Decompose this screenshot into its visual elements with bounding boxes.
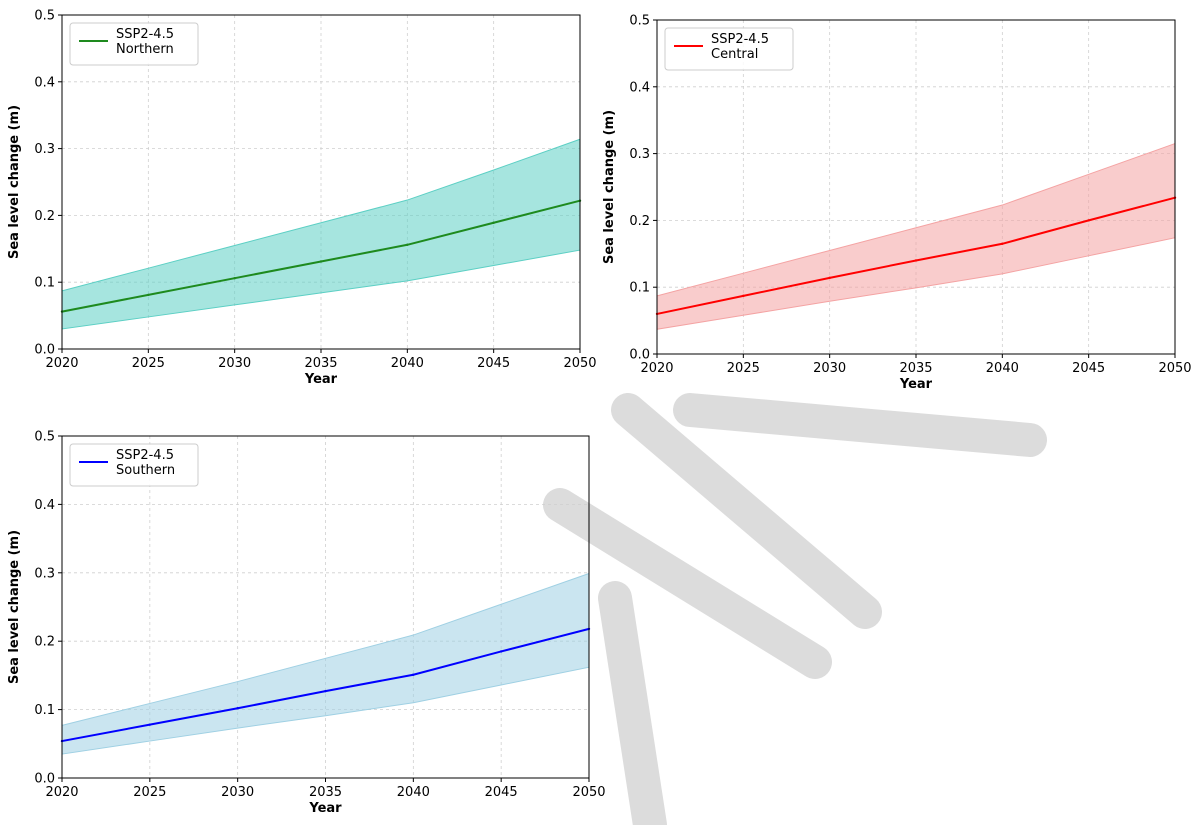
legend-box bbox=[69, 443, 199, 487]
legend-label: SSP2-4.5 bbox=[711, 32, 769, 47]
data-point bbox=[233, 276, 236, 280]
y-tick-label: 0.1 bbox=[629, 281, 650, 296]
x-tick-label: 2035 bbox=[304, 356, 337, 371]
x-tick-label: 2050 bbox=[572, 785, 605, 800]
x-tick-label: 2050 bbox=[1158, 361, 1191, 376]
legend-label: Northern bbox=[116, 42, 174, 57]
x-tick-label: 2040 bbox=[986, 361, 1019, 376]
y-tick-label: 0.1 bbox=[34, 276, 55, 291]
x-tick-label: 2040 bbox=[391, 356, 424, 371]
x-tick-label: 2035 bbox=[899, 361, 932, 376]
y-tick-label: 0.2 bbox=[34, 209, 55, 224]
y-tick-label: 0.5 bbox=[34, 430, 55, 445]
y-tick-label: 0.1 bbox=[34, 703, 55, 718]
legend-label: Southern bbox=[116, 463, 175, 478]
legend-label: SSP2-4.5 bbox=[116, 27, 174, 42]
data-point bbox=[324, 689, 327, 693]
y-tick-label: 0.0 bbox=[629, 348, 650, 363]
data-point bbox=[1087, 219, 1090, 222]
x-axis-label: Year bbox=[899, 377, 933, 392]
chart-panels: 2020 2025 2030 2035 2040 2045 2050 0.0 0.1 0.2 0.3… bbox=[7, 9, 1192, 817]
x-tick-label: 2045 bbox=[1072, 361, 1105, 376]
x-tick-label: 2025 bbox=[132, 356, 165, 371]
legend-label: SSP2-4.5 bbox=[116, 448, 174, 463]
y-tick-label: 0.3 bbox=[629, 147, 650, 162]
data-point bbox=[499, 650, 503, 653]
x-tick-label: 2020 bbox=[45, 785, 78, 800]
data-point bbox=[148, 723, 152, 726]
y-tick-label: 0.0 bbox=[34, 343, 55, 358]
x-tick-label: 2025 bbox=[727, 361, 760, 376]
chart-panel-3: 2020 2025 2030 2035 2040 2045 2050 0.0 0.1 0.2 0.3… bbox=[7, 430, 606, 817]
data-point bbox=[492, 221, 495, 224]
y-tick-label: 0.4 bbox=[34, 75, 55, 90]
watermark-stroke-1 bbox=[543, 488, 832, 679]
data-point bbox=[319, 260, 323, 263]
data-point bbox=[1001, 242, 1004, 245]
y-tick-label: 0.0 bbox=[34, 772, 55, 787]
data-point bbox=[828, 276, 831, 280]
x-tick-label: 2045 bbox=[477, 356, 510, 371]
x-tick-label: 2030 bbox=[221, 785, 254, 800]
y-axis-label: Sea level change (m) bbox=[7, 530, 22, 684]
legend-box bbox=[664, 27, 794, 71]
data-point bbox=[147, 293, 150, 297]
watermark bbox=[543, 393, 1047, 825]
chart-panel-1: 2020 2025 2030 2035 2040 2045 2050 0.0 0.1 0.2 0.3… bbox=[7, 9, 597, 388]
data-point bbox=[236, 707, 239, 710]
legend-label: Central bbox=[711, 47, 758, 62]
chart-panel-2: 2020 2025 2030 2035 2040 2045 2050 0.0 0.1 0.2 0.3… bbox=[602, 14, 1192, 393]
y-axis-label: Sea level change (m) bbox=[7, 105, 22, 259]
x-tick-label: 2025 bbox=[133, 785, 166, 800]
y-tick-label: 0.2 bbox=[629, 214, 650, 229]
y-tick-label: 0.4 bbox=[629, 80, 650, 95]
x-tick-label: 2030 bbox=[813, 361, 846, 376]
y-tick-label: 0.2 bbox=[34, 635, 55, 650]
data-point bbox=[406, 243, 409, 246]
x-tick-label: 2045 bbox=[485, 785, 518, 800]
y-tick-label: 0.3 bbox=[34, 566, 55, 581]
x-tick-label: 2030 bbox=[218, 356, 251, 371]
data-point bbox=[412, 673, 415, 676]
y-tick-label: 0.3 bbox=[34, 142, 55, 157]
x-tick-label: 2035 bbox=[309, 785, 342, 800]
y-axis-label: Sea level change (m) bbox=[602, 110, 617, 264]
x-axis-label: Year bbox=[308, 801, 342, 816]
data-point bbox=[742, 294, 745, 298]
watermark-stroke-2 bbox=[598, 581, 667, 825]
x-tick-label: 2020 bbox=[640, 361, 673, 376]
y-tick-label: 0.5 bbox=[34, 9, 55, 24]
y-tick-label: 0.5 bbox=[629, 14, 650, 29]
x-tick-label: 2050 bbox=[563, 356, 596, 371]
x-tick-label: 2040 bbox=[397, 785, 430, 800]
watermark-stroke-0 bbox=[611, 393, 882, 629]
legend-box bbox=[69, 22, 199, 66]
data-point bbox=[914, 259, 918, 262]
watermark-stroke-3 bbox=[673, 393, 1047, 457]
x-tick-label: 2020 bbox=[45, 356, 78, 371]
y-tick-label: 0.4 bbox=[34, 498, 55, 513]
x-axis-label: Year bbox=[304, 372, 338, 387]
